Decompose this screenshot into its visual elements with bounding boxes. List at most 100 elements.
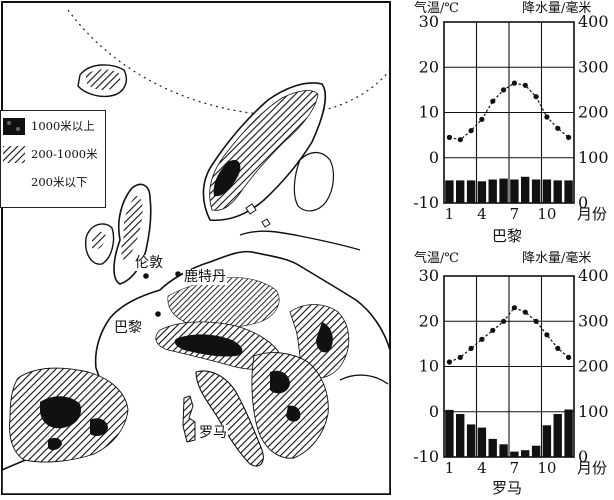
scandinavia-mountains	[209, 90, 319, 211]
paris-temp-tick-label: 30	[419, 12, 439, 31]
paris-precip-tick-label: 0	[578, 193, 588, 212]
iceland-uplands	[86, 69, 121, 90]
legend-label-low: 200米以下	[31, 175, 88, 189]
rome-chart-title: 罗马	[492, 479, 523, 497]
rome-temperature-point	[468, 345, 474, 351]
rome-temp-tick-label: 30	[419, 266, 439, 285]
rome-precip-bar	[466, 424, 476, 457]
rome-temperature-point	[446, 359, 452, 365]
label-paris: 巴黎	[113, 320, 143, 336]
rotterdam-marker	[175, 271, 181, 277]
paris-plot-frame	[443, 21, 575, 204]
rome-temperature-point	[566, 354, 572, 360]
label-rotterdam: 鹿特丹	[183, 269, 227, 285]
paris-precip-tick-label: 200	[578, 103, 609, 122]
rome-month-tick-label: 4	[477, 459, 487, 477]
paris-temp-tick-label: 20	[419, 57, 439, 76]
legend-label-high: 1000米以上	[31, 119, 95, 133]
paris-precip-bar	[488, 179, 497, 203]
rome-precip-tick-label: 300	[578, 311, 609, 330]
paris-temp-axis-label: 气温/℃	[414, 1, 459, 16]
legend-swatch-dark	[3, 118, 25, 135]
paris-precip-bar	[477, 181, 487, 203]
paris-temperature-point	[533, 94, 539, 100]
rome-precip-bar	[510, 451, 519, 457]
rome-precip-bar	[521, 450, 530, 457]
iberia-high-peaks	[40, 396, 108, 451]
paris-month-tick-label: 1	[445, 205, 455, 223]
rome-month-tick-label: 1	[445, 459, 455, 477]
rome-precip-tick-label: 400	[578, 266, 609, 285]
rome-precip-bar	[488, 438, 497, 457]
rome-precip-bar	[456, 414, 465, 457]
paris-month-tick-label: 10	[537, 205, 556, 223]
rome-month-unit: 月份	[577, 459, 607, 477]
london-marker	[143, 273, 149, 279]
legend-swatch-blank	[3, 174, 25, 191]
paris-marker	[155, 311, 161, 317]
rome-temperature-point	[544, 332, 550, 338]
black-sea-coast	[339, 374, 389, 385]
rome-temperature-point	[533, 318, 539, 324]
paris-temp-tick-label: 10	[419, 103, 439, 122]
scandinavia-high-peaks	[213, 159, 241, 197]
rome-precip-bar	[531, 445, 541, 457]
paris-precip-bar	[531, 179, 541, 203]
rome-precip-bar	[499, 444, 508, 457]
italy-landmass	[195, 370, 264, 467]
rome-plot-frame	[443, 275, 575, 458]
paris-temperature-point	[490, 98, 496, 104]
paris-temperature-point	[457, 137, 463, 143]
legend-item-low: 200米以下	[1, 169, 105, 195]
paris-climate-chart: 气温/℃ 降水量/毫米 30 20 10 0 -10 400 300 200 100 0 1 4 7 10…	[406, 0, 614, 250]
paris-precip-bar	[466, 180, 476, 203]
rome-precip-bar	[542, 425, 552, 457]
legend-label-mid: 200-1000米	[31, 147, 98, 161]
paris-precip-bar	[542, 179, 552, 203]
rome-precip-tick-label: 0	[578, 447, 588, 466]
paris-temperature-point	[446, 134, 452, 140]
legend-swatch-hatch	[3, 146, 25, 163]
paris-temperature-point	[468, 128, 474, 134]
label-rome: 罗马	[198, 425, 228, 441]
paris-temp-tick-label: 0	[429, 148, 439, 167]
alps-high-peaks	[174, 334, 243, 357]
great-britain-uplands	[121, 196, 143, 262]
rome-temp-tick-label: -10	[413, 447, 439, 466]
rome-precip-axis-label: 降水量/毫米	[522, 251, 592, 266]
rome-month-tick-label: 10	[537, 459, 556, 477]
paris-temperature-point	[511, 80, 517, 86]
rome-temperature-point	[457, 354, 463, 360]
paris-precip-bar	[445, 180, 454, 203]
paris-precip-bar	[553, 180, 562, 203]
rome-temperature-point	[522, 309, 528, 315]
rome-month-tick-label: 7	[510, 459, 520, 477]
rome-temperature-point	[501, 318, 507, 324]
europe-relief-map	[1, 1, 391, 495]
corsica-sardinia	[182, 395, 196, 443]
paris-temperature-point	[544, 114, 550, 120]
rome-temp-tick-label: 20	[419, 311, 439, 330]
paris-chart-title: 巴黎	[492, 227, 523, 245]
paris-month-tick-label: 7	[510, 205, 520, 223]
map-legend: 1000米以上 200-1000米 200米以下	[0, 110, 106, 208]
paris-precip-bar	[521, 176, 530, 203]
rome-climate-chart: 气温/℃ 降水量/毫米 30 20 10 0 -10 400 300 200 100 0 1 4 7 10…	[406, 248, 614, 498]
rome-precip-bar	[445, 409, 454, 457]
baltic-coast	[239, 230, 361, 251]
rome-temperature-point	[511, 305, 517, 311]
rome-temperature-point	[479, 336, 485, 342]
ireland-uplands	[92, 231, 106, 250]
legend-item-high: 1000米以上	[1, 113, 105, 139]
paris-precip-tick-label: 300	[578, 57, 609, 76]
paris-temperature-point	[566, 134, 572, 140]
paris-precip-bar	[564, 180, 573, 203]
rome-precip-tick-label: 100	[578, 402, 609, 421]
baltic-islands	[245, 203, 271, 228]
rome-precip-bar	[477, 427, 487, 457]
rome-temp-axis-label: 气温/℃	[414, 251, 459, 266]
paris-temperature-point	[479, 116, 485, 122]
carpathians-peaks	[316, 322, 333, 353]
paris-precip-bar	[456, 180, 465, 203]
